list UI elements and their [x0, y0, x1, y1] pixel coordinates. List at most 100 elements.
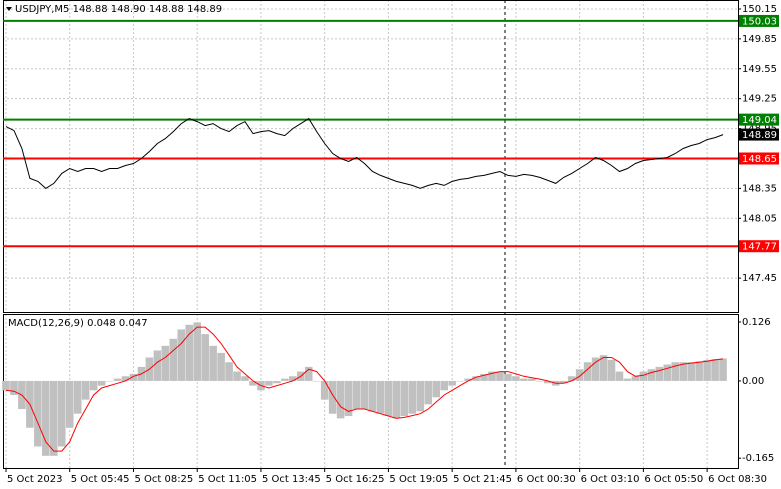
level-label-box [739, 152, 779, 165]
y-tick-label: 148.05 [742, 213, 777, 224]
histogram-bar [432, 380, 441, 398]
histogram-bar [408, 380, 417, 414]
histogram-bar [583, 362, 592, 381]
histogram-bar [719, 358, 727, 381]
histogram-bar [177, 329, 186, 381]
histogram-bar [50, 380, 58, 456]
y-tick-label: 0.126 [742, 317, 771, 328]
histogram-bar [575, 369, 584, 381]
histogram-bar [65, 380, 74, 428]
y-tick-label: 149.85 [742, 34, 777, 45]
histogram-bar [273, 380, 281, 384]
y-tick-label: 0.00 [742, 376, 764, 387]
histogram-bar [241, 376, 249, 381]
histogram-bar [225, 362, 233, 381]
histogram-bar [320, 380, 329, 400]
histogram-bar [695, 361, 703, 381]
histogram-bar [631, 376, 640, 381]
histogram-bar [607, 359, 616, 381]
histogram-bar [711, 358, 719, 381]
histogram-bar [599, 355, 608, 381]
current-price-label: 148.89 [742, 130, 777, 141]
histogram-bar [360, 380, 369, 410]
x-tick-label: 5 Oct 19:05 [389, 474, 448, 485]
y-tick-label: -0.165 [742, 453, 774, 464]
y-tick-label: 150.15 [742, 4, 777, 15]
histogram-bar [97, 380, 106, 386]
histogram-bar [113, 378, 122, 381]
histogram-bar [416, 380, 425, 412]
histogram-bar [663, 364, 672, 381]
level-label-box [739, 240, 779, 253]
histogram-bar [185, 324, 194, 381]
signal-line [5, 326, 724, 452]
histogram-bar [536, 380, 544, 382]
x-tick-label: 5 Oct 11:05 [198, 474, 257, 485]
histogram-bar [440, 380, 448, 391]
y-tick-label: 149.25 [742, 94, 777, 105]
histogram-bar [153, 350, 162, 381]
histogram-bar [512, 376, 520, 381]
price-title: USDJPY,M5 148.88 148.90 148.88 148.89 [15, 4, 222, 15]
macd-panel-frame [3, 314, 739, 469]
histogram-bar [368, 380, 377, 412]
histogram-bar [89, 380, 98, 391]
histogram-bar [679, 362, 688, 381]
histogram-bar [703, 359, 711, 381]
x-tick-label: 5 Oct 13:45 [262, 474, 321, 485]
histogram-bar [129, 373, 138, 381]
histogram-bar [81, 380, 90, 400]
histogram-bar [57, 380, 66, 447]
y-tick-label: 149.55 [742, 64, 777, 75]
histogram-bar [400, 380, 409, 417]
histogram-bar [161, 345, 170, 381]
histogram-bar [623, 378, 632, 381]
histogram-bar [2, 380, 10, 391]
histogram-bar [464, 378, 472, 381]
histogram-bar [567, 376, 576, 381]
histogram-bar [201, 334, 209, 381]
macd-title: MACD(12,26,9) 0.048 0.047 [8, 318, 148, 329]
histogram-bar [376, 380, 385, 414]
dropdown-icon [6, 7, 12, 11]
histogram-bar [289, 376, 297, 381]
histogram-bar [615, 371, 624, 381]
level-label-box [739, 113, 779, 126]
x-tick-label: 6 Oct 05:50 [644, 474, 703, 485]
histogram-bar [105, 380, 114, 382]
histogram-bar [73, 380, 82, 414]
histogram-bar [352, 380, 361, 410]
histogram-bar [655, 366, 664, 381]
histogram-bar [392, 380, 401, 419]
histogram-bar [328, 380, 337, 414]
histogram-bar [336, 380, 345, 419]
histogram-bar [687, 362, 695, 381]
histogram-bar [249, 380, 257, 386]
x-tick-label: 6 Oct 03:10 [581, 474, 640, 485]
histogram-bar [520, 378, 528, 381]
histogram-bar [448, 380, 456, 386]
x-tick-label: 5 Oct 21:45 [453, 474, 512, 485]
level-label: 150.03 [742, 16, 777, 27]
histogram-bar [591, 357, 600, 381]
histogram-bar [480, 373, 488, 381]
y-tick-label: 148.35 [742, 183, 777, 194]
level-label: 148.65 [742, 154, 777, 165]
histogram-bar [543, 380, 552, 384]
y-tick-label: 147.45 [742, 273, 777, 284]
price-line [5, 117, 724, 190]
histogram-bar [647, 369, 656, 381]
histogram-bar [424, 380, 433, 405]
histogram-bar [209, 345, 217, 381]
x-tick-label: 5 Oct 16:25 [326, 474, 385, 485]
histogram-bar [281, 378, 289, 381]
histogram-bar [456, 380, 464, 382]
histogram-bar [671, 362, 680, 381]
histogram-bar [559, 380, 568, 384]
histogram-bar [384, 380, 393, 417]
histogram-bar [193, 322, 201, 381]
x-tick-label: 6 Oct 08:30 [708, 474, 767, 485]
histogram-bar [344, 380, 353, 417]
